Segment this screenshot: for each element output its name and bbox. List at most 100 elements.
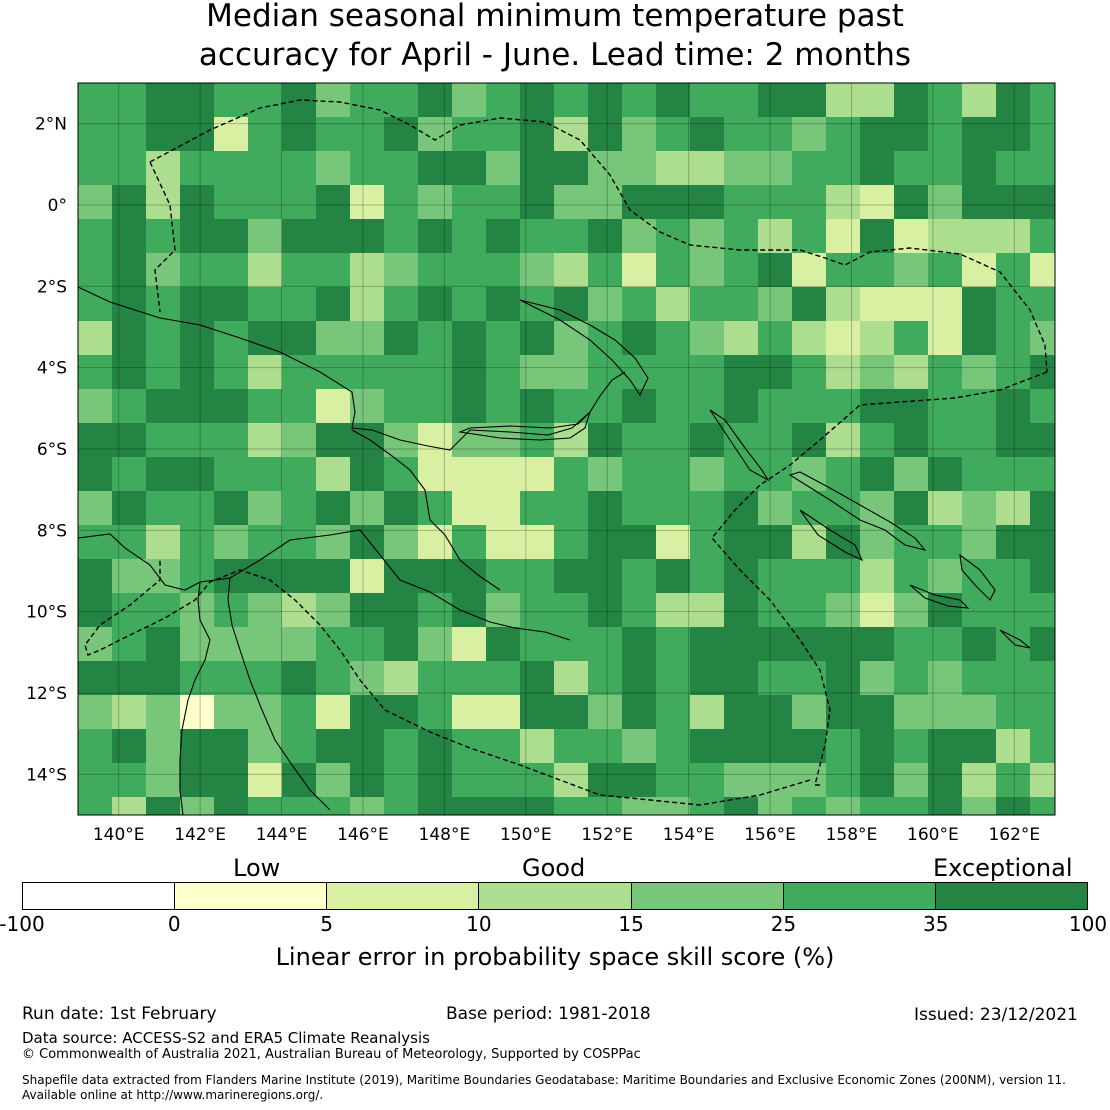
colorbar-tick-label: 10 xyxy=(466,912,492,936)
skill-cell xyxy=(554,117,588,151)
skill-cell xyxy=(418,763,452,797)
skill-cell xyxy=(690,117,724,151)
skill-cell xyxy=(690,525,724,559)
skill-cell xyxy=(894,457,928,491)
skill-cell xyxy=(962,151,996,185)
skill-cell xyxy=(554,389,588,423)
skill-cell xyxy=(214,321,248,355)
skill-cell xyxy=(690,185,724,219)
skill-cell xyxy=(690,695,724,729)
skill-cell xyxy=(792,253,826,287)
skill-cell xyxy=(112,423,146,457)
skill-cell xyxy=(928,559,962,593)
skill-cell xyxy=(146,185,180,219)
base-period: Base period: 1981-2018 xyxy=(446,1004,651,1024)
skill-cell xyxy=(928,729,962,763)
skill-cell xyxy=(690,457,724,491)
skill-cell xyxy=(588,389,622,423)
skill-cell xyxy=(316,729,350,763)
skill-cell xyxy=(520,491,554,525)
legend-category-low: Low xyxy=(233,854,281,882)
skill-cell xyxy=(758,355,792,389)
skill-cell xyxy=(520,695,554,729)
skill-cell xyxy=(486,151,520,185)
colorbar-tick-label: 0 xyxy=(167,912,181,936)
skill-cell xyxy=(418,729,452,763)
skill-cell xyxy=(588,559,622,593)
skill-cell xyxy=(418,797,452,815)
skill-cell xyxy=(384,355,418,389)
skill-cell xyxy=(350,661,384,695)
skill-cell xyxy=(724,253,758,287)
skill-cell xyxy=(486,117,520,151)
skill-cell xyxy=(622,253,656,287)
skill-cell xyxy=(78,355,112,389)
skill-cell xyxy=(384,695,418,729)
skill-cell xyxy=(588,797,622,815)
skill-cell xyxy=(316,491,350,525)
skill-cell xyxy=(112,457,146,491)
lon-tick-label: 142°E xyxy=(174,825,226,845)
skill-cell xyxy=(214,525,248,559)
skill-cell xyxy=(452,457,486,491)
skill-cell xyxy=(962,321,996,355)
skill-cell xyxy=(860,559,894,593)
skill-cell xyxy=(860,321,894,355)
skill-cell xyxy=(860,797,894,815)
skill-cell xyxy=(146,389,180,423)
skill-cell xyxy=(146,355,180,389)
skill-cell xyxy=(282,117,316,151)
skill-cell xyxy=(588,287,622,321)
skill-cell xyxy=(622,287,656,321)
skill-cell xyxy=(554,491,588,525)
skill-cell xyxy=(384,763,418,797)
skill-cell xyxy=(112,797,146,815)
skill-cell xyxy=(894,627,928,661)
skill-cell xyxy=(826,321,860,355)
skill-cell xyxy=(78,763,112,797)
skill-cell xyxy=(554,83,588,117)
skill-cell xyxy=(350,491,384,525)
skill-cell xyxy=(1030,729,1055,763)
skill-cell xyxy=(316,287,350,321)
skill-cell xyxy=(962,763,996,797)
skill-cell xyxy=(792,627,826,661)
skill-cell xyxy=(656,151,690,185)
skill-cell xyxy=(214,729,248,763)
skill-cell xyxy=(248,117,282,151)
skill-cell xyxy=(282,355,316,389)
skill-cell xyxy=(826,559,860,593)
skill-cell xyxy=(350,287,384,321)
skill-cell xyxy=(214,219,248,253)
skill-cell xyxy=(418,321,452,355)
skill-cell xyxy=(656,627,690,661)
skill-cell xyxy=(180,185,214,219)
skill-cell xyxy=(282,321,316,355)
skill-grid-cells xyxy=(78,83,1055,815)
skill-cell xyxy=(656,457,690,491)
skill-cell xyxy=(588,457,622,491)
skill-cell xyxy=(826,355,860,389)
skill-cell xyxy=(1030,185,1055,219)
skill-cell xyxy=(282,185,316,219)
skill-cell xyxy=(78,287,112,321)
skill-cell xyxy=(826,253,860,287)
skill-cell xyxy=(962,117,996,151)
skill-cell xyxy=(1030,525,1055,559)
skill-cell xyxy=(248,389,282,423)
skill-cell xyxy=(860,287,894,321)
colorbar-label: Linear error in probability space skill … xyxy=(275,943,835,971)
skill-cell xyxy=(622,491,656,525)
skill-cell xyxy=(656,83,690,117)
skill-cell xyxy=(860,763,894,797)
skill-cell xyxy=(724,83,758,117)
skill-cell xyxy=(1030,151,1055,185)
skill-cell xyxy=(554,355,588,389)
skill-cell xyxy=(112,695,146,729)
skill-cell xyxy=(248,219,282,253)
skill-cell xyxy=(486,423,520,457)
lon-tick-label: 156°E xyxy=(744,825,796,845)
skill-cell xyxy=(758,83,792,117)
skill-cell xyxy=(418,185,452,219)
skill-cell xyxy=(452,253,486,287)
